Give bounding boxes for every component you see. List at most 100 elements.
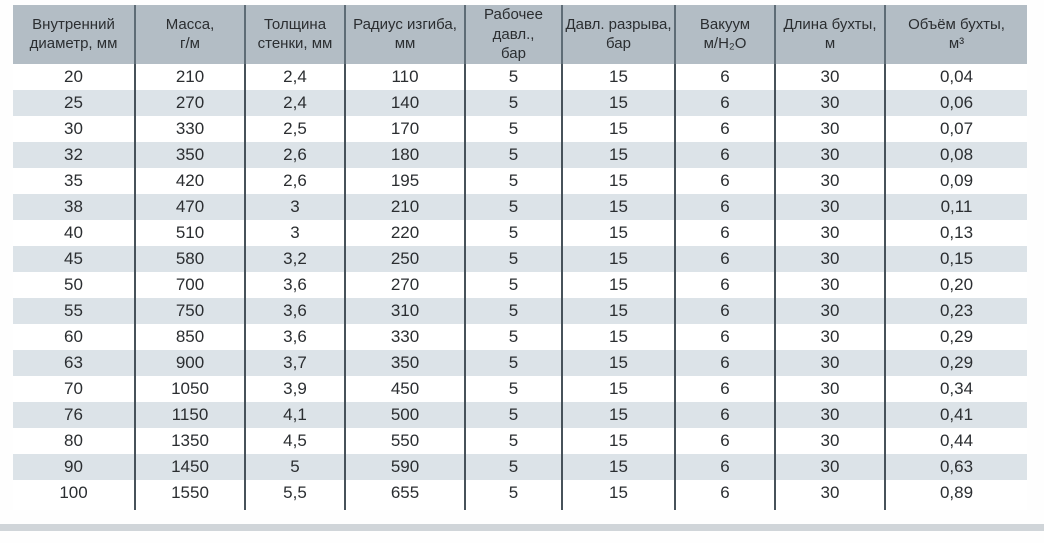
table-cell: 5,5 [244,479,345,506]
table-row: 50 700 3,6 270 5 15 6 30 0,20 [13,271,1027,298]
table-cell: 30 [774,167,885,194]
table-cell: 50 [64,274,83,294]
table-cell: 3,6 [244,323,345,350]
table-cell: 500 [344,401,465,428]
table-cell: 15 [561,271,675,298]
column-header: Рабочее давл., бар [464,5,562,64]
table-cell: 0,07 [884,115,1027,142]
table-cell: 655 [344,479,465,506]
table-cell: 1050 [134,375,245,402]
table-cell: 450 [344,375,465,402]
table-row: 40 510 3 220 5 15 6 30 0,13 [13,219,1027,246]
table-cell: 5 [464,89,562,116]
table-cell: 270 [134,89,245,116]
table-cell: 750 [134,297,245,324]
tick-cell [344,505,465,510]
table-cell: 0,09 [884,167,1027,194]
table-cell: 15 [561,193,675,220]
table-cell: 80 [64,430,83,450]
table-cell: 30 [774,349,885,376]
table-cell: 5 [464,427,562,454]
table-cell: 330 [134,115,245,142]
table-cell: 2,4 [244,89,345,116]
tick-cell [884,505,1027,510]
table-cell: 0,04 [884,63,1027,90]
table-cell: 15 [561,167,675,194]
column-line-ticks [13,505,1027,510]
table-cell: 0,08 [884,141,1027,168]
table-cell: 5 [464,193,562,220]
table-cell: 1450 [134,453,245,480]
tick-cell [13,506,135,510]
table-cell: 20 [64,66,83,86]
table-cell: 55 [64,300,83,320]
table-cell: 2,6 [244,141,345,168]
table-cell: 30 [774,245,885,272]
table-cell: 3 [244,193,345,220]
table-cell: 0,11 [884,193,1027,220]
table-cell: 40 [64,222,83,242]
table-cell: 5 [464,323,562,350]
tick-cell [774,505,885,510]
table-row: 32 350 2,6 180 5 15 6 30 0,08 [13,141,1027,168]
table-cell: 30 [774,401,885,428]
table-cell: 30 [774,141,885,168]
column-header: Радиус изгиба, мм [344,5,465,64]
table-cell: 5 [464,271,562,298]
table-cell: 6 [674,115,775,142]
table-row: 70 1050 3,9 450 5 15 6 30 0,34 [13,375,1027,402]
column-header: Длина бухты, м [774,5,885,64]
table-cell: 3,9 [244,375,345,402]
tick-cell [674,505,775,510]
table-cell: 38 [64,196,83,216]
table-cell: 250 [344,245,465,272]
table-cell: 15 [561,401,675,428]
table-cell: 32 [64,144,83,164]
table-row: 60 850 3,6 330 5 15 6 30 0,29 [13,323,1027,350]
table-row: 20 210 2,4 110 5 15 6 30 0,04 [13,63,1027,90]
table-cell: 3,6 [244,297,345,324]
table-cell: 0,23 [884,297,1027,324]
header-row: Внутренний диаметр, мм Масса, г/м Толщина … [13,5,1027,64]
table-cell: 70 [64,378,83,398]
table-cell: 0,29 [884,349,1027,376]
table-row: 55 750 3,6 310 5 15 6 30 0,23 [13,297,1027,324]
table-cell: 4,1 [244,401,345,428]
table-cell: 30 [774,427,885,454]
table-cell: 15 [561,323,675,350]
table-cell: 15 [561,375,675,402]
table-cell: 6 [674,401,775,428]
column-header: Масса, г/м [134,5,245,64]
table-cell: 1550 [134,479,245,506]
table-cell: 6 [674,375,775,402]
table-cell: 15 [561,349,675,376]
table-cell: 6 [674,297,775,324]
table-row: 38 470 3 210 5 15 6 30 0,11 [13,193,1027,220]
table-cell: 0,41 [884,401,1027,428]
table-cell: 5 [464,479,562,506]
table-cell: 30 [774,271,885,298]
column-header: Объём бухты, м³ [884,5,1027,64]
table-cell: 0,34 [884,375,1027,402]
table-cell: 15 [561,427,675,454]
pipe-spec-table: Внутренний диаметр, мм Масса, г/м Толщина … [13,5,1027,510]
table-cell: 5 [464,297,562,324]
table-cell: 510 [134,219,245,246]
table-cell: 15 [561,115,675,142]
table-cell: 6 [674,63,775,90]
table-cell: 6 [674,479,775,506]
table-cell: 5 [464,375,562,402]
column-header: Давл. разрыва, бар [561,5,675,64]
table-cell: 6 [674,427,775,454]
table-cell: 15 [561,245,675,272]
table-cell: 420 [134,167,245,194]
table-cell: 76 [64,404,83,424]
table-row: 100 1550 5,5 655 5 15 6 30 0,89 [13,479,1027,506]
table-row: 25 270 2,4 140 5 15 6 30 0,06 [13,89,1027,116]
table-cell: 30 [774,453,885,480]
table-cell: 30 [774,63,885,90]
table-cell: 30 [774,219,885,246]
table-cell: 25 [64,92,83,112]
table-cell: 30 [774,193,885,220]
table-cell: 5 [464,141,562,168]
